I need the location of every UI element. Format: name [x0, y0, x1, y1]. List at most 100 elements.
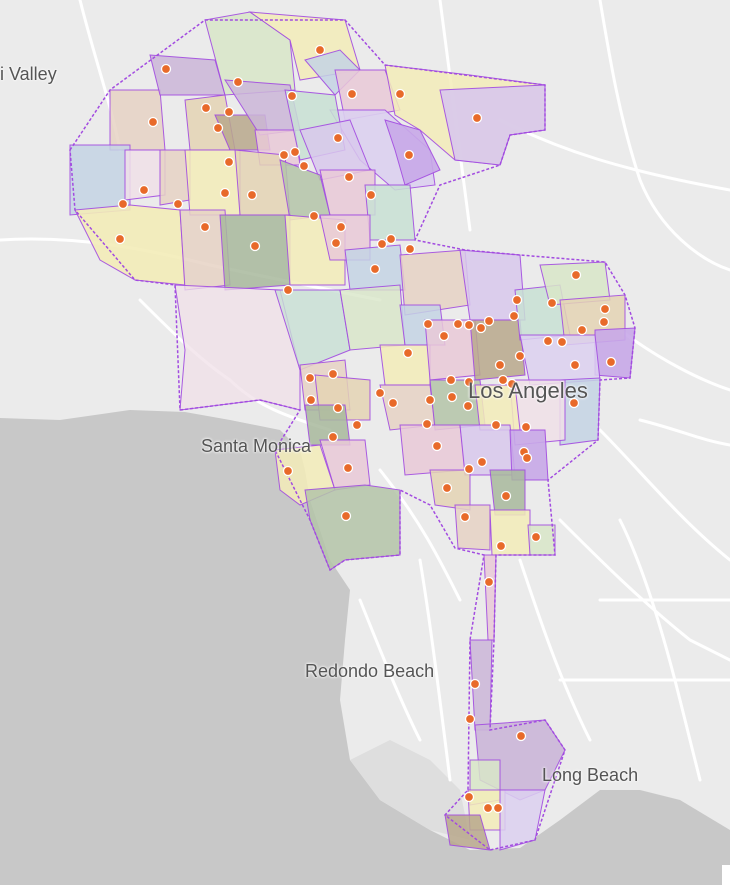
district-polygon[interactable] [469, 319, 526, 381]
location-marker[interactable] [464, 713, 476, 725]
location-marker[interactable] [511, 294, 523, 306]
location-marker[interactable] [546, 297, 558, 309]
location-marker[interactable] [304, 372, 316, 384]
location-marker[interactable] [404, 243, 416, 255]
location-marker[interactable] [138, 184, 150, 196]
location-marker[interactable] [286, 90, 298, 102]
location-marker[interactable] [249, 240, 261, 252]
location-marker[interactable] [463, 319, 475, 331]
location-marker[interactable] [599, 303, 611, 315]
location-marker[interactable] [385, 233, 397, 245]
district-polygon[interactable] [219, 214, 291, 291]
location-marker[interactable] [605, 356, 617, 368]
district-polygon[interactable] [454, 504, 491, 551]
location-marker[interactable] [327, 368, 339, 380]
location-marker[interactable] [402, 347, 414, 359]
location-marker[interactable] [308, 210, 320, 222]
location-marker[interactable] [232, 76, 244, 88]
location-marker[interactable] [403, 149, 415, 161]
district-polygon[interactable] [399, 424, 466, 476]
location-marker[interactable] [376, 238, 388, 250]
location-marker[interactable] [463, 376, 475, 388]
location-marker[interactable] [246, 189, 258, 201]
location-marker[interactable] [471, 112, 483, 124]
location-marker[interactable] [172, 198, 184, 210]
location-marker[interactable] [223, 156, 235, 168]
location-marker[interactable] [332, 132, 344, 144]
location-marker[interactable] [332, 402, 344, 414]
district-polygon[interactable] [594, 327, 636, 379]
location-marker[interactable] [506, 378, 518, 390]
location-marker[interactable] [327, 431, 339, 443]
location-marker[interactable] [441, 482, 453, 494]
location-marker[interactable] [314, 44, 326, 56]
location-marker[interactable] [117, 198, 129, 210]
location-marker[interactable] [514, 350, 526, 362]
location-marker[interactable] [497, 374, 509, 386]
location-marker[interactable] [340, 510, 352, 522]
location-marker[interactable] [463, 463, 475, 475]
location-marker[interactable] [421, 418, 433, 430]
location-marker[interactable] [223, 106, 235, 118]
location-marker[interactable] [490, 419, 502, 431]
location-marker[interactable] [500, 490, 512, 502]
location-marker[interactable] [459, 511, 471, 523]
location-marker[interactable] [147, 116, 159, 128]
district-polygon[interactable] [459, 249, 526, 321]
location-marker[interactable] [200, 102, 212, 114]
district-polygon[interactable] [339, 284, 406, 351]
location-marker[interactable] [422, 318, 434, 330]
location-marker[interactable] [492, 802, 504, 814]
location-marker[interactable] [335, 221, 347, 233]
location-marker[interactable] [556, 336, 568, 348]
location-marker[interactable] [199, 221, 211, 233]
location-marker[interactable] [521, 452, 533, 464]
location-marker[interactable] [463, 791, 475, 803]
location-marker[interactable] [431, 440, 443, 452]
district-polygon[interactable] [234, 149, 291, 216]
location-marker[interactable] [219, 187, 231, 199]
location-marker[interactable] [282, 465, 294, 477]
location-marker[interactable] [438, 330, 450, 342]
location-marker[interactable] [576, 324, 588, 336]
location-marker[interactable] [342, 462, 354, 474]
location-marker[interactable] [569, 359, 581, 371]
location-marker[interactable] [445, 374, 457, 386]
location-marker[interactable] [365, 189, 377, 201]
location-marker[interactable] [351, 419, 363, 431]
location-marker[interactable] [369, 263, 381, 275]
location-marker[interactable] [515, 730, 527, 742]
location-marker[interactable] [483, 576, 495, 588]
location-marker[interactable] [508, 310, 520, 322]
district-polygon[interactable] [304, 404, 351, 446]
location-marker[interactable] [570, 269, 582, 281]
district-polygon[interactable] [149, 54, 226, 96]
location-marker[interactable] [424, 394, 436, 406]
location-marker[interactable] [346, 88, 358, 100]
location-marker[interactable] [305, 394, 317, 406]
location-marker[interactable] [475, 322, 487, 334]
location-marker[interactable] [114, 233, 126, 245]
location-marker[interactable] [160, 63, 172, 75]
location-marker[interactable] [387, 397, 399, 409]
location-marker[interactable] [212, 122, 224, 134]
location-marker[interactable] [598, 316, 610, 328]
location-marker[interactable] [278, 149, 290, 161]
location-marker[interactable] [289, 146, 301, 158]
location-marker[interactable] [520, 421, 532, 433]
location-marker[interactable] [452, 318, 464, 330]
location-marker[interactable] [343, 171, 355, 183]
location-marker[interactable] [530, 531, 542, 543]
location-marker[interactable] [298, 160, 310, 172]
location-marker[interactable] [374, 387, 386, 399]
location-marker[interactable] [469, 678, 481, 690]
location-marker[interactable] [482, 802, 494, 814]
district-polygon[interactable] [489, 509, 531, 556]
district-polygon[interactable] [204, 11, 296, 96]
location-marker[interactable] [446, 391, 458, 403]
location-marker[interactable] [282, 284, 294, 296]
location-marker[interactable] [462, 400, 474, 412]
location-marker[interactable] [394, 88, 406, 100]
location-marker[interactable] [494, 359, 506, 371]
